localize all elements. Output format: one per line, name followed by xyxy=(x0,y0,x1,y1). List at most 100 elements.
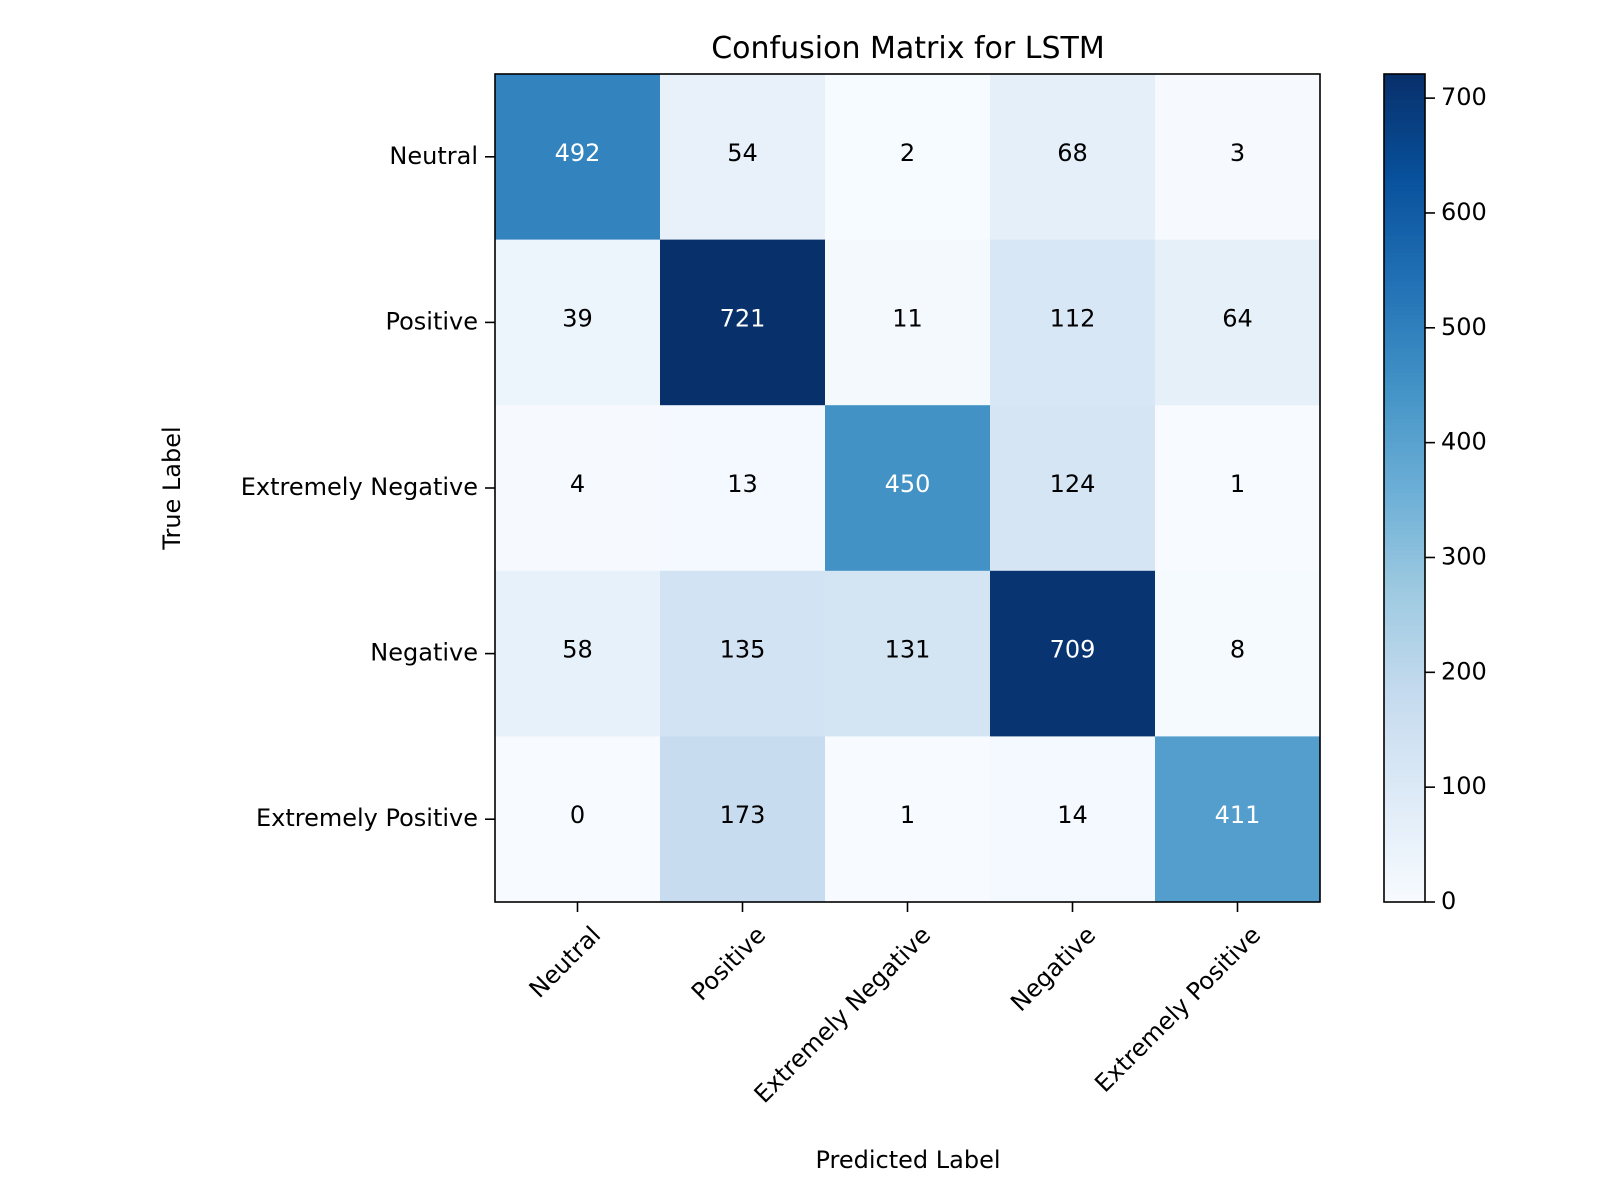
colorbar-segment xyxy=(1384,156,1425,162)
colorbar-segment xyxy=(1384,682,1425,688)
colorbar-segment xyxy=(1384,802,1425,808)
cell-value-label: 64 xyxy=(1222,304,1253,332)
colorbar-segment xyxy=(1384,748,1425,754)
colorbar-tick-label: 100 xyxy=(1441,772,1487,800)
heatmap-cell xyxy=(660,736,826,903)
colorbar-segment xyxy=(1384,868,1425,874)
colorbar-segment xyxy=(1384,839,1425,845)
colorbar-segment xyxy=(1384,351,1425,357)
colorbar-segment xyxy=(1384,454,1425,460)
colorbar-segment xyxy=(1384,305,1425,311)
colorbar-segment xyxy=(1384,206,1425,212)
colorbar-segment xyxy=(1384,463,1425,469)
colorbar-segment xyxy=(1384,893,1425,899)
colorbar-segment xyxy=(1384,127,1425,133)
colorbar-segment xyxy=(1384,198,1425,204)
colorbar-segment xyxy=(1384,467,1425,473)
colorbar-segment xyxy=(1384,550,1425,556)
colorbar-segment xyxy=(1384,144,1425,150)
colorbar-segment xyxy=(1384,252,1425,257)
colorbar-segment xyxy=(1384,272,1425,278)
colorbar-tick-label: 600 xyxy=(1441,198,1487,226)
colorbar-segment xyxy=(1384,715,1425,721)
colorbar-segment xyxy=(1384,856,1425,862)
colorbar-segment xyxy=(1384,417,1425,423)
cell-value-label: 39 xyxy=(562,304,593,332)
colorbar-segment xyxy=(1384,632,1425,638)
cell-value-label: 112 xyxy=(1050,304,1096,332)
colorbar-segment xyxy=(1384,376,1425,382)
colorbar-segment xyxy=(1384,881,1425,887)
colorbar-segment xyxy=(1384,119,1425,125)
colorbar-segment xyxy=(1384,554,1425,560)
colorbar-segment xyxy=(1384,442,1425,448)
y-tick-label: Positive xyxy=(385,307,478,335)
colorbar-segment xyxy=(1384,545,1425,551)
colorbar-segment xyxy=(1384,815,1425,820)
colorbar-segment xyxy=(1384,94,1425,100)
colorbar-segment xyxy=(1384,752,1425,758)
colorbar-segment xyxy=(1384,281,1425,286)
colorbar-segment xyxy=(1384,235,1425,241)
colorbar-segment xyxy=(1384,243,1425,249)
colorbar-segment xyxy=(1384,471,1425,477)
colorbar-segment xyxy=(1384,384,1425,390)
colorbar-segment xyxy=(1384,152,1425,158)
colorbar-segment xyxy=(1384,405,1425,411)
colorbar-segment xyxy=(1384,123,1425,129)
colorbar-segment xyxy=(1384,347,1425,353)
colorbar-segment xyxy=(1384,897,1425,903)
colorbar-segment xyxy=(1384,831,1425,837)
colorbar-segment xyxy=(1384,165,1425,171)
colorbar-segment xyxy=(1384,338,1425,344)
colorbar-segment xyxy=(1384,790,1425,796)
colorbar-segment xyxy=(1384,90,1425,96)
colorbar-ticks: 0 100 200 300 400 500 600 700 xyxy=(1425,83,1487,915)
colorbar-segment xyxy=(1384,579,1425,585)
colorbar-segment xyxy=(1384,595,1425,601)
colorbar-segment xyxy=(1384,690,1425,696)
colorbar-segment xyxy=(1384,169,1425,175)
heatmap-cell xyxy=(990,239,1156,406)
heatmap-cell xyxy=(495,239,661,406)
colorbar-segment xyxy=(1384,102,1425,108)
colorbar-segment xyxy=(1384,732,1425,738)
colorbar-segment xyxy=(1384,107,1425,113)
cell-value-label: 721 xyxy=(720,304,766,332)
colorbar-segment xyxy=(1384,786,1425,792)
colorbar-segment xyxy=(1384,827,1425,833)
colorbar-segment xyxy=(1384,343,1425,349)
colorbar-segment xyxy=(1384,115,1425,121)
heatmap-cell xyxy=(990,736,1156,903)
colorbar-segment xyxy=(1384,566,1425,572)
colorbar-segment xyxy=(1384,293,1425,299)
colorbar-segment xyxy=(1384,459,1425,464)
colorbar-segment xyxy=(1384,885,1425,891)
colorbar-segment xyxy=(1384,434,1425,440)
colorbar-segment xyxy=(1384,239,1425,245)
colorbar-segment xyxy=(1384,624,1425,630)
y-tick-label: Extremely Positive xyxy=(256,804,478,832)
heatmap-cell xyxy=(495,570,661,737)
heatmap-cell xyxy=(1155,405,1321,572)
cell-value-label: 11 xyxy=(892,304,923,332)
colorbar-segment xyxy=(1384,111,1425,117)
colorbar-segment xyxy=(1384,599,1425,605)
colorbar-segment xyxy=(1384,214,1425,220)
heatmap-cell xyxy=(825,405,991,572)
colorbar-segment xyxy=(1384,181,1425,187)
colorbar-segment xyxy=(1384,479,1425,485)
colorbar-segment xyxy=(1384,401,1425,406)
colorbar-segment xyxy=(1384,806,1425,812)
heatmap-cell xyxy=(990,74,1156,241)
colorbar-segment xyxy=(1384,765,1425,771)
heatmap-cell xyxy=(660,239,826,406)
colorbar-segment xyxy=(1384,757,1425,763)
colorbar-segment xyxy=(1384,388,1425,394)
y-axis-ticks: Neutral Positive Extremely Negative Negativ… xyxy=(241,142,495,832)
colorbar-segment xyxy=(1384,355,1425,361)
colorbar-segment xyxy=(1384,781,1425,787)
colorbar-segment xyxy=(1384,475,1425,481)
colorbar-segment xyxy=(1384,574,1425,580)
